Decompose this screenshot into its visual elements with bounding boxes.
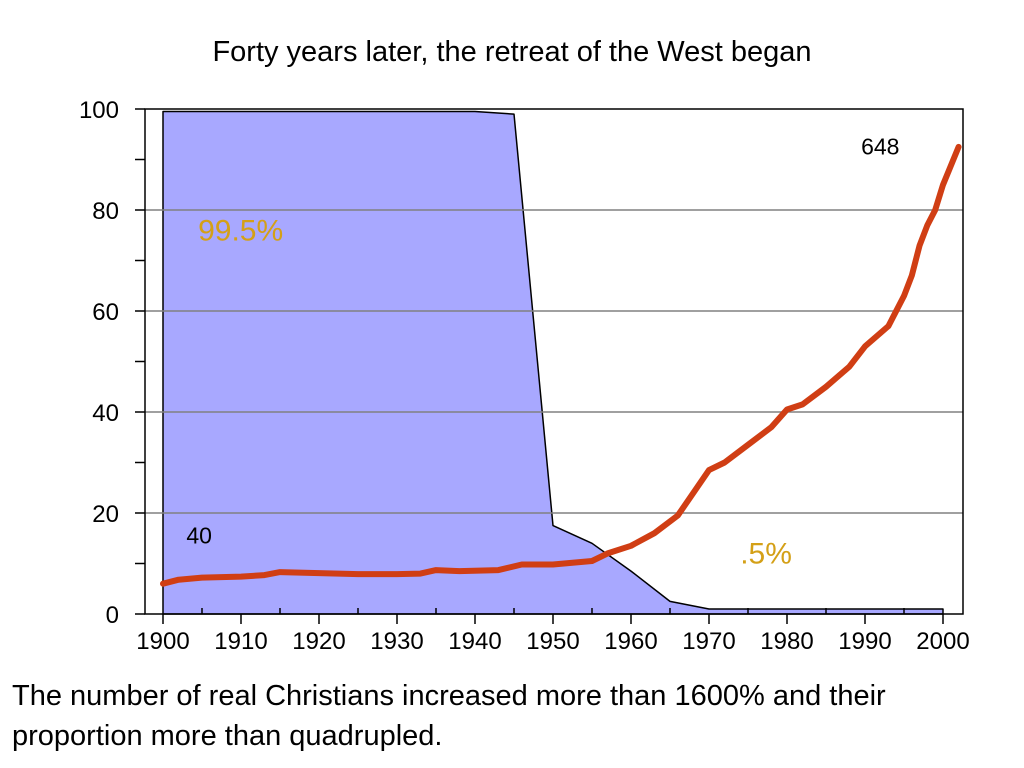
y-tick-label: 100 [79,97,119,124]
y-tick-label: 40 [92,400,119,427]
series-line [160,143,962,587]
x-tick-label: 1980 [760,628,813,655]
y-tick-label: 60 [92,299,119,326]
chart-title: Forty years later, the retreat of the We… [212,36,812,68]
x-tick-label: 1970 [682,628,735,655]
x-tick-label: 1940 [448,628,501,655]
y-tick-label: 80 [92,198,119,225]
x-tick-label: 1960 [604,628,657,655]
x-tick-label: 2000 [916,628,969,655]
x-tick-label: 1990 [838,628,891,655]
area-series [162,110,944,615]
x-tick-label: 1910 [214,628,267,655]
y-tick-label: 0 [106,602,119,629]
y-tick-label: 20 [92,501,119,528]
gridlines [145,209,963,514]
x-tick-label: 1900 [136,628,189,655]
x-tick-label: 1920 [292,628,345,655]
x-tick-label: 1930 [370,628,423,655]
annotation-label: 40 [186,522,212,548]
annotation-label: 99.5% [198,214,283,247]
annotation-label: 648 [861,133,899,159]
slide-caption: The number of real Christians increased … [12,680,886,752]
annotation-label: .5% [740,538,792,571]
x-tick-label: 1950 [526,628,579,655]
area-fill [162,110,944,615]
axes: 0 20 40 60 80 100 1900 1910 1920 1930 1940 1950 1960… [79,97,970,655]
annotations: 99.5% .5% 40 648 [186,133,899,570]
line-series [160,143,962,587]
